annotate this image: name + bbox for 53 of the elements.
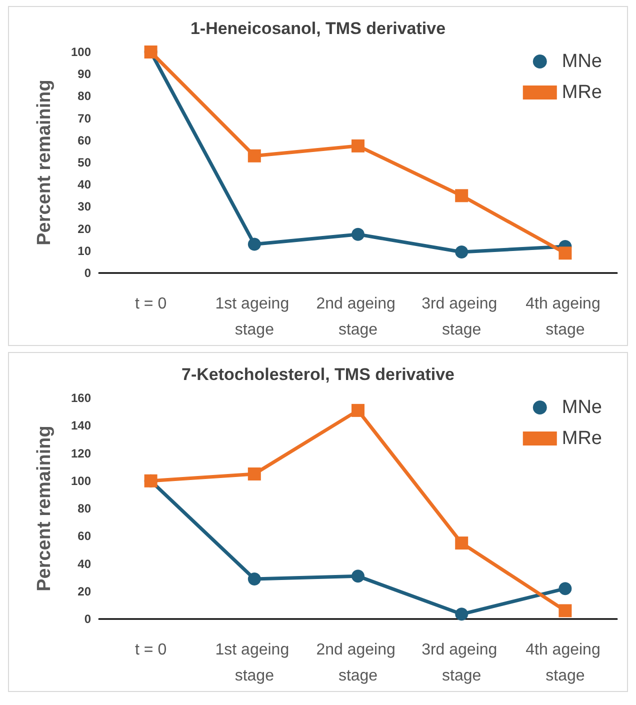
- y-tick-label: 50: [78, 156, 92, 170]
- point: [455, 189, 468, 202]
- point: [352, 570, 364, 583]
- y-tick-label: 20: [78, 222, 92, 236]
- x-tick-label: 1st ageing stage: [215, 642, 294, 684]
- point: [248, 572, 261, 586]
- point: [352, 139, 364, 152]
- y-axis-title: Percent remaining: [34, 80, 55, 246]
- legend-label: MNe: [562, 51, 602, 72]
- y-tick-label: 90: [78, 67, 92, 82]
- point: [248, 149, 261, 162]
- y-tick-label: 10: [78, 244, 92, 258]
- y-tick-label: 70: [78, 111, 92, 126]
- y-tick-label: 120: [70, 446, 92, 460]
- y-tick-label: 20: [78, 584, 92, 598]
- point: [352, 228, 364, 241]
- point: [248, 238, 261, 251]
- y-tick-label: 0: [84, 612, 92, 626]
- point: [455, 536, 468, 550]
- chart-title: 7-Ketocholesterol, TMS derivative: [181, 365, 455, 384]
- x-tick-label: 2nd ageing stage: [316, 642, 400, 684]
- legend-label: MRe: [562, 82, 602, 103]
- x-tick-label: 1st ageing stage: [215, 296, 294, 338]
- point: [558, 246, 572, 260]
- point: [558, 604, 572, 618]
- legend-label: MNe: [562, 397, 602, 418]
- point: [352, 404, 364, 417]
- y-axis-title: Percent remaining: [34, 426, 55, 592]
- y-tick-label: 30: [78, 200, 92, 214]
- y-tick-label: 100: [70, 45, 92, 59]
- y-tick-label: 40: [78, 556, 92, 571]
- y-tick-label: 60: [78, 529, 92, 544]
- point: [455, 246, 468, 258]
- x-tick-label: 2nd ageing stage: [316, 296, 400, 338]
- x-tick-label: t = 0: [135, 296, 167, 312]
- y-tick-label: 0: [84, 266, 92, 280]
- x-tick-label: 4th ageing stage: [526, 642, 605, 684]
- y-tick-label: 80: [78, 502, 92, 516]
- x-tick-label: 4th ageing stage: [526, 296, 605, 338]
- y-tick-label: 140: [70, 418, 92, 433]
- y-tick-label: 40: [78, 178, 92, 192]
- y-tick-label: 160: [70, 391, 92, 405]
- point: [558, 582, 572, 596]
- point: [455, 608, 468, 621]
- y-tick-label: 80: [78, 89, 92, 104]
- y-tick-label: 100: [70, 474, 92, 488]
- point: [248, 467, 261, 480]
- legend-label: MRe: [562, 428, 602, 449]
- x-tick-label: t = 0: [135, 642, 167, 658]
- y-tick-label: 60: [78, 133, 92, 148]
- x-tick-label: 3rd ageing stage: [422, 296, 502, 338]
- x-tick-label: 3rd ageing stage: [422, 642, 502, 684]
- chart-title: 1-Heneicosanol, TMS derivative: [190, 19, 446, 38]
